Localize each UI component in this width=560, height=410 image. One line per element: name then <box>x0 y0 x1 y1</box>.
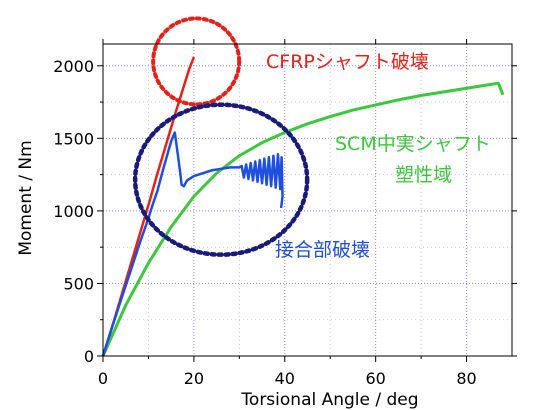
y-tick-label: 0 <box>84 347 94 366</box>
x-tick-label: 60 <box>365 369 385 388</box>
highlight-circles <box>132 16 310 257</box>
ticks: 0 20 40 60 80 0 500 1000 1500 2000 <box>53 39 517 388</box>
annotation-plastic-region: 塑性域 <box>395 164 452 186</box>
grid <box>102 44 512 357</box>
highlight-circle-joint-failure <box>132 102 310 257</box>
y-tick-label: 500 <box>63 274 94 293</box>
plot-frame <box>102 43 513 357</box>
annotation-cfrp-failure: CFRPシャフト破壊 <box>266 51 429 73</box>
highlight-circle-cfrp-failure <box>151 16 242 107</box>
x-tick-label: 0 <box>98 369 108 388</box>
series-scm-line <box>101 81 505 357</box>
series-layer <box>101 56 505 357</box>
annotation-joint-failure: 接合部破壊 <box>275 239 370 261</box>
annotation-scm-solid-shaft: SCM中実シャフト <box>335 133 491 155</box>
x-axis-title: Torsional Angle / deg <box>240 390 418 410</box>
x-tick-label: 20 <box>184 369 204 388</box>
y-tick-label: 1000 <box>53 202 94 221</box>
series-joint-line <box>101 131 284 357</box>
x-tick-label: 40 <box>275 369 295 388</box>
axes <box>102 43 513 357</box>
y-tick-label: 1500 <box>53 129 94 148</box>
x-tick-label: 80 <box>456 369 476 388</box>
y-axis-title: Moment / Nm <box>16 140 36 255</box>
y-tick-label: 2000 <box>53 57 94 76</box>
